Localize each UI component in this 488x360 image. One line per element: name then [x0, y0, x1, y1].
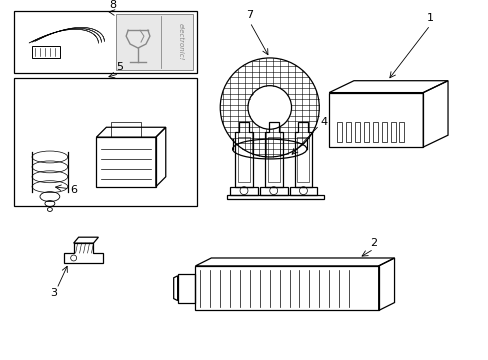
Bar	[363, 122, 368, 142]
Bar	[14, 12, 197, 73]
Text: 6: 6	[70, 185, 77, 195]
Bar	[96, 137, 156, 187]
Bar	[116, 14, 193, 70]
Bar	[372, 122, 377, 142]
Text: 2: 2	[369, 238, 377, 248]
Text: 7: 7	[246, 10, 253, 21]
Text: 4: 4	[320, 117, 327, 127]
Bar	[346, 122, 350, 142]
Bar	[399, 122, 404, 142]
Bar	[14, 78, 197, 207]
Text: 3: 3	[50, 288, 57, 298]
Bar	[354, 122, 359, 142]
Bar	[390, 122, 395, 142]
Bar	[32, 46, 60, 58]
Bar	[381, 122, 386, 142]
Text: 1: 1	[426, 13, 433, 23]
Text: 5: 5	[116, 62, 122, 72]
Bar	[336, 122, 341, 142]
Text: 8: 8	[109, 0, 117, 10]
Bar	[111, 122, 141, 137]
Text: electronic!: electronic!	[177, 23, 183, 61]
